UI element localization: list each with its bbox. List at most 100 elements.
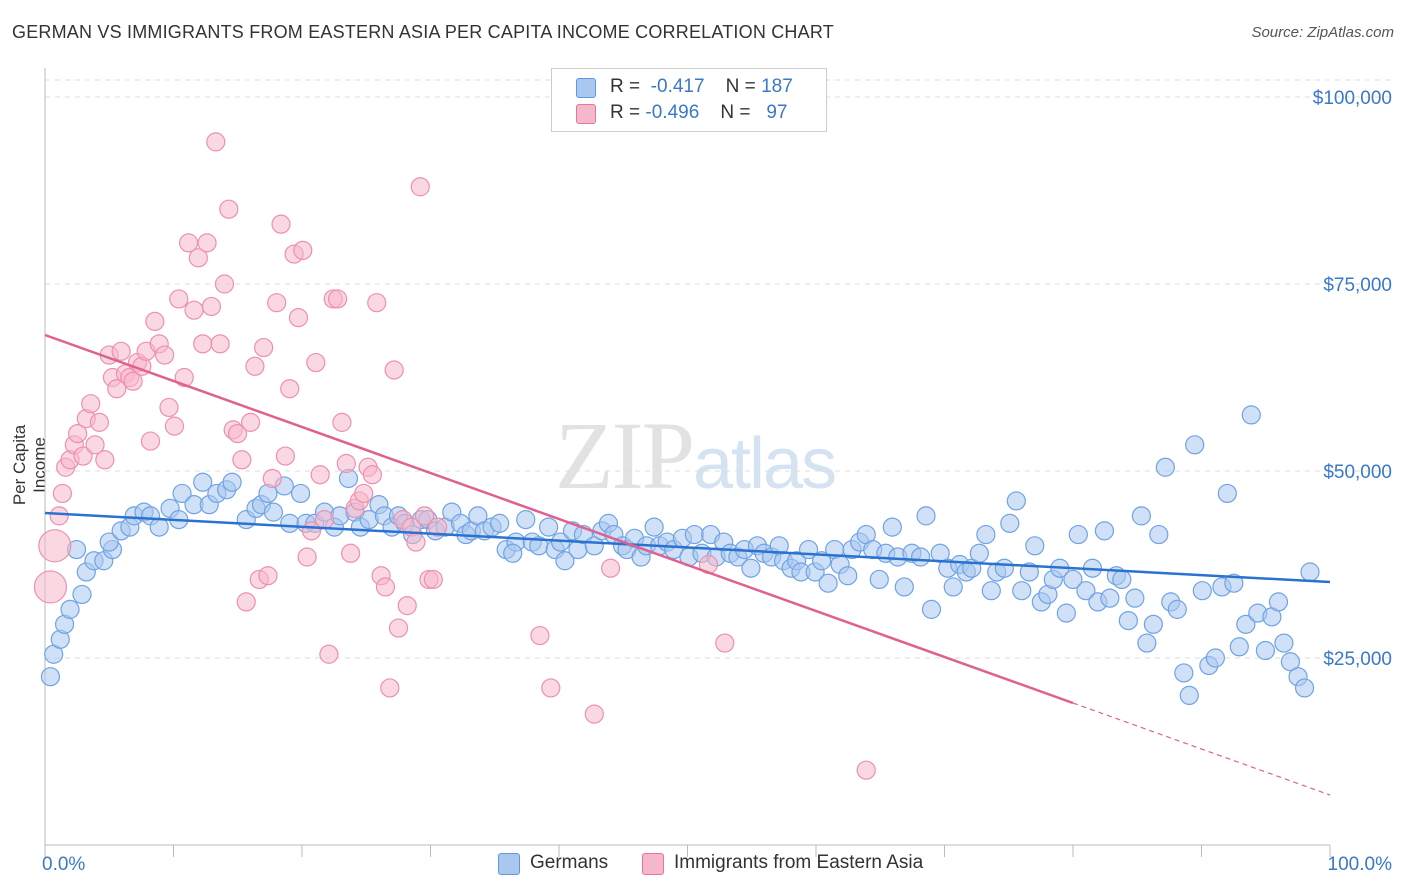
german-point	[981, 581, 1001, 601]
immigrant-point	[81, 394, 101, 414]
immigrant-point	[428, 517, 448, 537]
watermark-zip: ZIP	[555, 402, 695, 509]
german-point	[684, 524, 704, 545]
immigrant-point	[397, 596, 417, 616]
german-point	[911, 547, 931, 567]
german-point	[503, 543, 523, 563]
immigrant-point	[164, 416, 185, 436]
immigrant-point	[169, 289, 189, 309]
immigrant-point	[267, 293, 287, 313]
immigrant-point	[423, 569, 443, 590]
legend-immigrants-swatch	[642, 853, 664, 875]
german-point	[1025, 536, 1045, 556]
immigrant-point	[240, 412, 261, 432]
german-point	[1174, 663, 1194, 683]
immigrant-point	[245, 356, 265, 376]
immigrant-point	[111, 341, 131, 361]
german-point	[969, 543, 989, 563]
german-point	[1143, 614, 1163, 634]
german-point	[172, 483, 192, 504]
german-point	[1006, 491, 1026, 511]
german-point	[1268, 592, 1289, 612]
immigrant-point	[107, 379, 127, 399]
german-point	[60, 599, 80, 619]
german-point	[1280, 652, 1301, 672]
german-point	[539, 517, 559, 537]
german-point	[99, 532, 119, 552]
immigrant-point	[336, 453, 356, 474]
german-point	[1112, 569, 1132, 590]
legend-immigrants-label: Immigrants from Eastern Asia	[674, 852, 924, 873]
y-tick-label: $100,000	[1313, 88, 1392, 109]
immigrant-point	[367, 293, 387, 313]
german-point	[994, 558, 1014, 578]
immigrant-point	[38, 529, 72, 563]
immigrant-point	[197, 233, 217, 253]
german-point	[1300, 562, 1320, 582]
immigrant-point	[85, 435, 105, 455]
immigrant-point	[856, 760, 876, 780]
immigrant-point	[159, 397, 179, 418]
immigrant-point	[406, 532, 426, 552]
immigrant-point	[73, 446, 93, 466]
german-point	[1019, 562, 1039, 582]
german-point	[1236, 614, 1256, 634]
german-point	[1056, 603, 1076, 623]
y-tick-label: $25,000	[1323, 649, 1392, 670]
german-point	[741, 558, 761, 578]
immigrant-point	[201, 296, 222, 317]
immigrant-point	[193, 334, 213, 354]
german-point	[943, 577, 963, 597]
german-point	[516, 510, 536, 530]
immigrant-point	[258, 566, 278, 586]
immigrant-point	[219, 199, 239, 219]
german-point	[894, 577, 914, 597]
german-point	[1294, 678, 1315, 698]
x-tick-label-end: 100.0%	[1328, 854, 1393, 875]
immigrant-point	[319, 644, 339, 664]
immigrant-point	[341, 543, 361, 563]
german-point	[1167, 599, 1187, 619]
immigrant-point	[375, 577, 396, 597]
german-point	[1192, 581, 1212, 601]
german-point	[72, 584, 92, 605]
immigrant-point	[123, 371, 143, 391]
immigrant-point	[288, 308, 309, 328]
german-point	[869, 569, 889, 590]
german-point	[1118, 610, 1138, 631]
watermark-atlas: atlas	[693, 424, 837, 504]
legend-germans-label: Germans	[530, 852, 609, 873]
immigrant-point	[95, 450, 115, 470]
german-point	[1076, 581, 1096, 601]
german-point	[1155, 457, 1175, 477]
german-point	[490, 513, 510, 533]
german-point	[1241, 405, 1261, 425]
immigrant-point	[310, 465, 330, 485]
immigrant-point	[145, 311, 165, 331]
immigrant-point	[275, 446, 295, 466]
immigrant-point	[297, 547, 317, 567]
immigrant-point	[49, 506, 69, 526]
immigrant-trend-extension	[1072, 702, 1331, 796]
immigrant-point	[388, 618, 409, 638]
legend-swatch-pink	[576, 104, 596, 124]
immigrant-point	[140, 431, 161, 451]
german-point	[976, 524, 996, 545]
immigrant-point	[380, 678, 400, 698]
immigrant-point	[52, 483, 73, 504]
immigrant-point	[354, 483, 374, 504]
immigrant-point	[262, 468, 282, 489]
immigrant-point	[254, 337, 274, 358]
immigrant-point	[89, 412, 109, 432]
german-point	[812, 551, 832, 571]
german-point	[291, 483, 311, 504]
immigrant-point	[271, 214, 291, 234]
german-point	[193, 472, 213, 492]
immigrant-trend-line	[44, 333, 1074, 705]
german-point	[1012, 581, 1032, 601]
german-point	[921, 599, 942, 619]
immigrant-point	[280, 379, 300, 399]
watermark: ZIPatlas	[555, 400, 837, 511]
german-point	[1205, 648, 1225, 668]
